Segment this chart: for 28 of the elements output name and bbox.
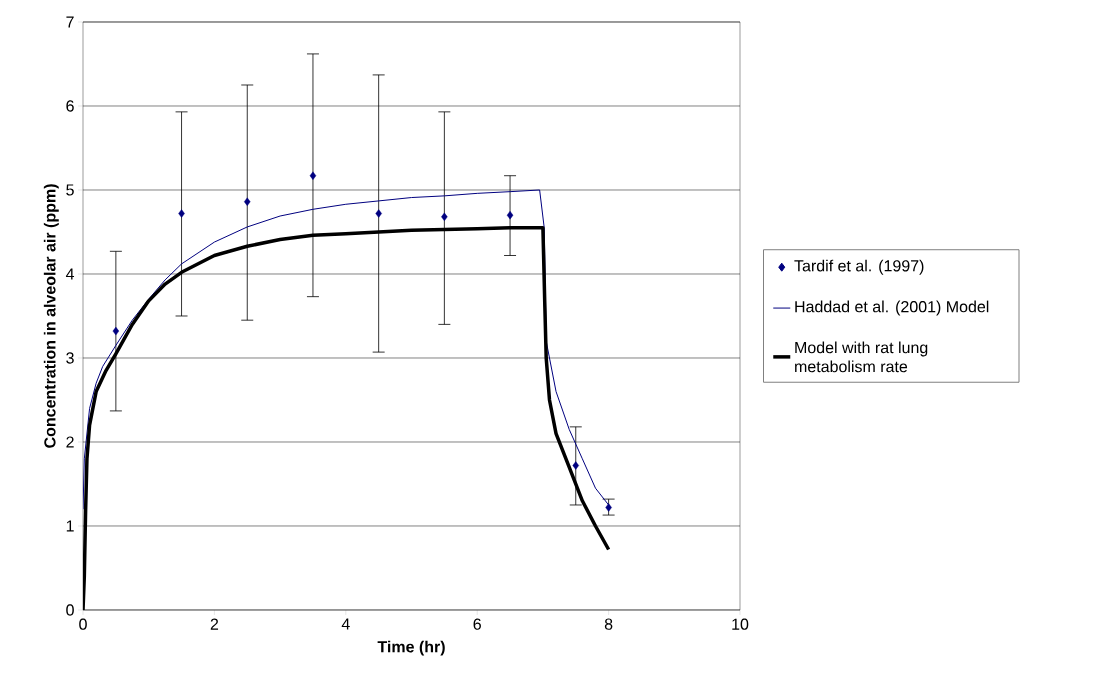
x-tick-label: 2 (210, 618, 219, 630)
y-tick-label: 7 (66, 16, 74, 28)
x-tick-label: 4 (341, 618, 350, 630)
point (375, 209, 382, 218)
legend-label: Tardif et al. (1997) (794, 259, 924, 275)
x-tick-label: 10 (732, 618, 749, 630)
x-tick-label: 8 (604, 618, 613, 630)
x-tick-label: 0 (79, 618, 87, 630)
x-tick-label: 6 (473, 618, 481, 630)
point (572, 461, 579, 470)
y-tick-label: 1 (66, 520, 74, 532)
y-axis-title: Concentration in alveolar air (ppm) (43, 184, 59, 448)
legend-label: Haddad et al. (2001) Model (795, 300, 989, 316)
point (506, 210, 514, 220)
point (178, 209, 185, 218)
y-tick-label: 0 (66, 604, 74, 616)
y-tick-label: 3 (66, 352, 74, 364)
legend-label: Model with rat lung metabolism rate (795, 341, 928, 373)
y-tick-label: 6 (66, 100, 74, 112)
point (244, 197, 251, 206)
x-axis-title: Time (hr) (377, 640, 445, 656)
point (441, 212, 448, 222)
point (309, 171, 317, 180)
y-tick-label: 5 (66, 184, 74, 196)
point (605, 503, 612, 512)
y-tick-label: 2 (66, 436, 74, 448)
y-tick-label: 4 (65, 268, 75, 280)
point (112, 326, 120, 336)
